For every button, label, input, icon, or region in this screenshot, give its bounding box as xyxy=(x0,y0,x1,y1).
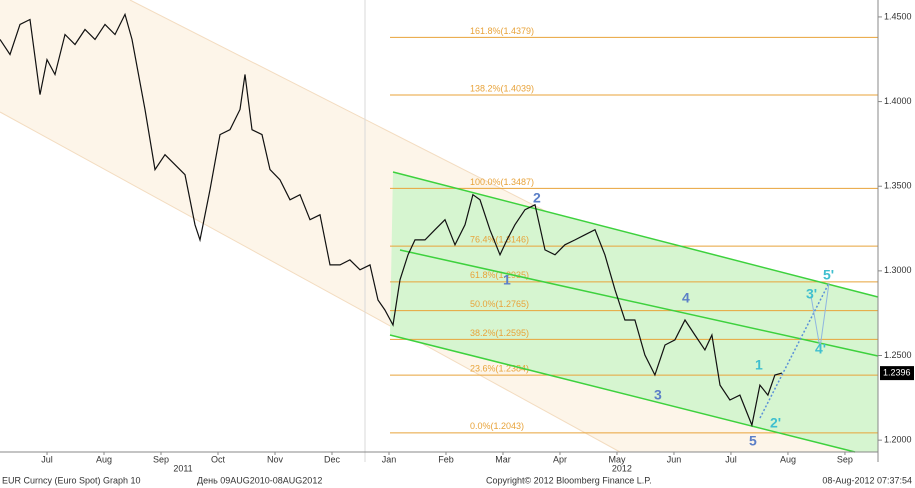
channel-middle xyxy=(399,249,879,357)
wave-label: 2 xyxy=(533,190,541,206)
fib-label: 100.0%(1.3487) xyxy=(470,177,534,187)
wave-label: 2' xyxy=(770,415,781,431)
y-tick-label: 1.3500 xyxy=(884,181,912,191)
footer-text: EUR Curncy (Euro Spot) Graph 10 xyxy=(2,475,141,485)
fib-label: 161.8%(1.4379) xyxy=(470,26,534,36)
x-tick-label: Sep xyxy=(837,454,853,464)
wave-label: 1 xyxy=(503,272,511,288)
x-tick-label: Apr xyxy=(553,454,567,464)
green-channel xyxy=(390,172,878,452)
x-tick-label: May xyxy=(608,454,626,464)
fib-label: 50.0%(1.2765) xyxy=(470,299,529,309)
footer: EUR Curncy (Euro Spot) Graph 10 День 09A… xyxy=(2,475,912,485)
x-tick-label: Nov xyxy=(267,454,284,464)
axes: 1.2000 1.2500 1.3000 1.3500 1.4000 1.4500 Jul A… xyxy=(41,11,914,473)
x-tick-label: Jul xyxy=(725,454,737,464)
y-tick-label: 1.3000 xyxy=(884,265,912,275)
wave-label: 3' xyxy=(806,286,817,302)
year-label: 2011 xyxy=(173,463,192,473)
price-line xyxy=(0,12,783,428)
fib-label: 23.6%(1.2384) xyxy=(470,364,529,374)
fib-label: 38.2%(1.2595) xyxy=(470,328,529,338)
channel-upper xyxy=(392,171,879,298)
x-tick-label: Jul xyxy=(41,454,53,464)
x-tick-label: Sep xyxy=(153,454,169,464)
x-tick-label: Oct xyxy=(211,454,226,464)
projection-waves xyxy=(810,282,830,349)
y-tick-label: 1.2000 xyxy=(884,435,912,445)
channel-lines xyxy=(389,171,879,453)
channel-line xyxy=(0,111,621,453)
footer-text: День 09AUG2010-08AUG2012 xyxy=(197,475,322,485)
x-tick-label: Feb xyxy=(438,454,454,464)
fib-label: 138.2%(1.4039) xyxy=(470,83,534,93)
last-price-tag xyxy=(880,366,914,381)
x-tick-label: Mar xyxy=(495,454,511,464)
x-tick-label: Jan xyxy=(382,454,397,464)
x-tick-label: Dec xyxy=(324,454,341,464)
fib-label: 76.4%(1.3146) xyxy=(470,235,529,245)
wave-label: 5' xyxy=(823,267,834,283)
last-price-label: 1.2396 xyxy=(883,367,911,377)
y-tick-label: 1.2500 xyxy=(884,350,912,360)
year-label: 2012 xyxy=(612,463,632,473)
wave-label: 1 xyxy=(755,357,763,373)
axis-panel xyxy=(878,0,915,462)
x-tick-label: Jun xyxy=(667,454,682,464)
fib-label: 0.0%(1.2043) xyxy=(470,421,524,431)
footer-text: 08-Aug-2012 07:37:54 xyxy=(822,475,912,485)
wave-label: 3 xyxy=(654,387,662,403)
wave-labels: 1 2 3 4 5 1 2' 3' 4' 5' xyxy=(503,190,834,449)
y-tick-label: 1.4000 xyxy=(884,96,912,106)
wave-label: 4' xyxy=(815,341,826,357)
x-tick-label: Aug xyxy=(96,454,112,464)
channels xyxy=(0,0,879,462)
fib-label: 61.8%(1.2935) xyxy=(470,270,529,280)
y-tick-label: 1.4500 xyxy=(884,11,912,21)
footer-text: Copyright© 2012 Bloomberg Finance L.P. xyxy=(486,475,652,485)
plot xyxy=(0,12,783,428)
wave-label: 4 xyxy=(682,290,690,306)
x-tick-label: Aug xyxy=(780,454,796,464)
fib-levels: 161.8%(1.4379) 138.2%(1.4039) 100.0%(1.348… xyxy=(390,26,878,434)
channel-lower xyxy=(389,334,856,453)
projection xyxy=(759,282,830,419)
wave-label: 5 xyxy=(749,433,757,449)
